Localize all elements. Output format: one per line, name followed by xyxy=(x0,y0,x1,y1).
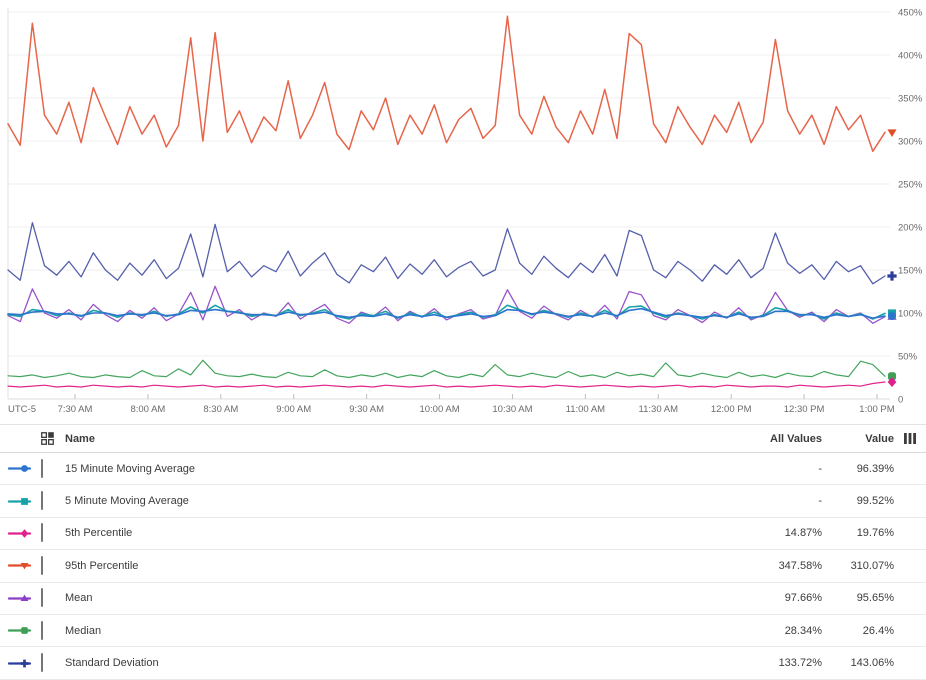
series-all-values: 14.87% xyxy=(784,527,822,540)
svg-text:8:30 AM: 8:30 AM xyxy=(203,404,238,415)
svg-text:300%: 300% xyxy=(898,137,923,148)
legend-table: Name All Values Value 15 Minute Moving A… xyxy=(0,424,926,680)
series-name: 15 Minute Moving Average xyxy=(65,462,196,475)
series-name: 95th Percentile xyxy=(65,559,139,572)
series-checkbox[interactable] xyxy=(41,523,54,543)
series-all-values: - xyxy=(818,495,822,508)
column-header-all-values[interactable]: All Values xyxy=(770,432,822,445)
series-value: 96.39% xyxy=(856,462,894,475)
svg-text:UTC-5: UTC-5 xyxy=(8,404,36,415)
svg-text:12:00 PM: 12:00 PM xyxy=(711,404,752,415)
series-checkbox[interactable] xyxy=(41,458,54,478)
series-all-values: 133.72% xyxy=(778,657,822,670)
series-all-values: - xyxy=(818,462,822,475)
series-all-values: 347.58% xyxy=(778,559,822,572)
series-marker-icon xyxy=(8,624,32,637)
column-header-name[interactable]: Name xyxy=(65,432,95,445)
svg-text:10:30 AM: 10:30 AM xyxy=(492,404,532,415)
series-checkbox[interactable] xyxy=(41,555,54,575)
series-value: 19.76% xyxy=(856,527,894,540)
series-marker-icon xyxy=(8,462,32,475)
series-marker-icon xyxy=(8,592,32,605)
series-checkbox[interactable] xyxy=(41,491,54,511)
table-row[interactable]: 5 Minute Moving Average - 99.52% xyxy=(0,485,926,518)
column-header-value[interactable]: Value xyxy=(865,432,894,445)
table-row[interactable]: 95th Percentile 347.58% 310.07% xyxy=(0,550,926,583)
svg-text:8:00 AM: 8:00 AM xyxy=(130,404,165,415)
table-row[interactable]: Standard Deviation 133.72% 143.06% xyxy=(0,647,926,680)
series-marker-icon xyxy=(8,527,32,540)
series-all-values: 97.66% xyxy=(784,592,822,605)
series-name: 5th Percentile xyxy=(65,527,133,540)
svg-text:11:00 AM: 11:00 AM xyxy=(566,404,606,415)
svg-text:150%: 150% xyxy=(898,266,923,277)
group-grid-icon[interactable] xyxy=(41,432,54,445)
svg-text:9:00 AM: 9:00 AM xyxy=(276,404,311,415)
svg-text:9:30 AM: 9:30 AM xyxy=(349,404,384,415)
series-all-values: 28.34% xyxy=(784,624,822,637)
series-checkbox[interactable] xyxy=(41,588,54,608)
table-row[interactable]: Median 28.34% 26.4% xyxy=(0,615,926,648)
svg-text:7:30 AM: 7:30 AM xyxy=(58,404,93,415)
svg-text:0: 0 xyxy=(898,395,903,406)
series-name: Median xyxy=(65,624,102,637)
series-checkbox[interactable] xyxy=(41,653,54,673)
series-value: 310.07% xyxy=(850,559,894,572)
series-name: Standard Deviation xyxy=(65,657,159,670)
svg-text:12:30 PM: 12:30 PM xyxy=(784,404,825,415)
svg-text:11:30 AM: 11:30 AM xyxy=(639,404,679,415)
table-row[interactable]: 5th Percentile 14.87% 19.76% xyxy=(0,518,926,551)
series-marker-icon xyxy=(8,495,32,508)
series-value: 95.65% xyxy=(856,592,894,605)
timeseries-chart[interactable]: 450% 400% 350% 300% 250% 200% 150% 100% 50% 0 UTC-… xyxy=(0,0,926,424)
table-row[interactable]: Mean 97.66% 95.65% xyxy=(0,583,926,615)
series-name: Mean xyxy=(65,592,93,605)
svg-text:400%: 400% xyxy=(898,51,923,62)
svg-text:200%: 200% xyxy=(898,223,923,234)
series-value: 99.52% xyxy=(856,495,894,508)
series-name: 5 Minute Moving Average xyxy=(65,495,189,508)
columns-settings-icon[interactable] xyxy=(894,433,926,444)
svg-text:50%: 50% xyxy=(898,352,918,363)
series-marker-icon xyxy=(8,559,32,572)
svg-text:350%: 350% xyxy=(898,94,923,105)
svg-text:10:00 AM: 10:00 AM xyxy=(419,404,459,415)
svg-text:1:00 PM: 1:00 PM xyxy=(859,404,894,415)
timeseries-chart-panel: 450% 400% 350% 300% 250% 200% 150% 100% 50% 0 UTC-… xyxy=(0,0,926,424)
legend-table-header: Name All Values Value xyxy=(0,425,926,453)
svg-text:250%: 250% xyxy=(898,180,923,191)
svg-text:100%: 100% xyxy=(898,309,923,320)
series-value: 143.06% xyxy=(850,657,894,670)
series-marker-icon xyxy=(8,657,32,670)
svg-text:450%: 450% xyxy=(898,8,923,19)
table-row[interactable]: 15 Minute Moving Average - 96.39% xyxy=(0,453,926,486)
series-checkbox[interactable] xyxy=(41,620,54,640)
series-value: 26.4% xyxy=(862,624,894,637)
